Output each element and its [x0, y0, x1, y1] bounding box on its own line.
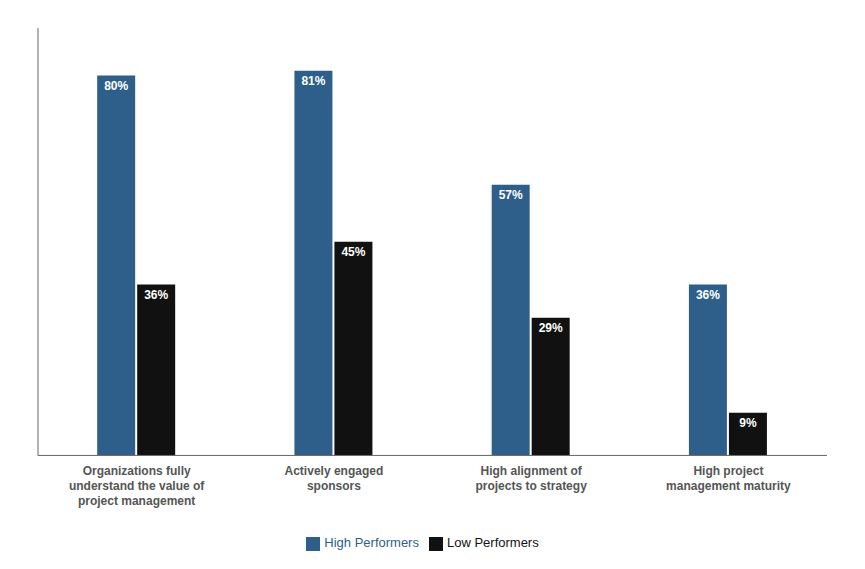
- svg-text:36%: 36%: [144, 288, 168, 302]
- svg-text:45%: 45%: [341, 245, 365, 259]
- svg-text:80%: 80%: [104, 79, 128, 93]
- svg-text:29%: 29%: [539, 321, 563, 335]
- svg-text:High projectmanagement maturit: High projectmanagement maturity: [666, 464, 791, 493]
- svg-text:High alignment ofprojects to s: High alignment ofprojects to strategy: [475, 464, 587, 493]
- html-text:High Performers: High Performers: [324, 535, 419, 551]
- svg-text:57%: 57%: [499, 188, 523, 202]
- svg-text:Actively engagedsponsors: Actively engagedsponsors: [285, 464, 384, 493]
- svg-text:9%: 9%: [739, 416, 757, 430]
- html-text:Low Performers: Low Performers: [446, 535, 539, 551]
- svg-text:36%: 36%: [696, 288, 720, 302]
- svg-text:81%: 81%: [301, 74, 325, 88]
- svg-text:Organizations fullyunderstand: Organizations fullyunderstand the value …: [69, 464, 205, 508]
